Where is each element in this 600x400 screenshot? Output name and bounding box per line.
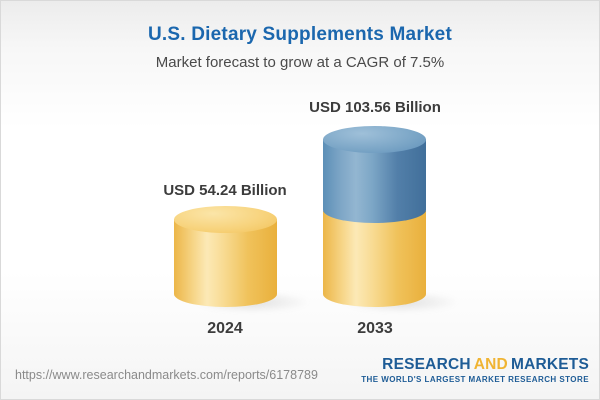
logo-tagline: THE WORLD'S LARGEST MARKET RESEARCH STOR… (361, 374, 589, 384)
category-label-2033: 2033 (357, 320, 393, 337)
logo-word-and: AND (473, 356, 508, 373)
chart-title: U.S. Dietary Supplements Market (148, 24, 452, 45)
bar-2033-growth-segment (323, 139, 426, 223)
category-label-2024: 2024 (207, 320, 243, 337)
logo-word-markets: MARKETS (510, 356, 589, 373)
chart-subtitle: Market forecast to grow at a CAGR of 7.5… (155, 54, 445, 71)
logo-wordmark: RESEARCH AND MARKETS (361, 357, 589, 373)
research-and-markets-logo: RESEARCH AND MARKETS THE WORLD'S LARGEST M… (361, 357, 589, 384)
bar-2024-cylinder-top (174, 206, 277, 233)
value-label-2033: USD 103.56 Billion (309, 99, 441, 116)
logo-word-research: RESEARCH (382, 356, 471, 373)
bar-2024-cylinder-body (174, 219, 277, 307)
value-label-2024: USD 54.24 Billion (163, 182, 287, 199)
bar-2033-cylinder-top (323, 126, 426, 153)
bar-2033-base-segment (323, 211, 426, 307)
report-url: https://www.researchandmarkets.com/repor… (15, 368, 318, 382)
